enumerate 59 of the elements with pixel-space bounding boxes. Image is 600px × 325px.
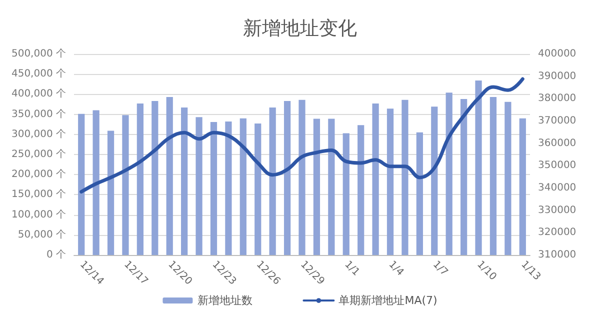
y-tick-label: 150,000 个 xyxy=(11,188,66,200)
bar xyxy=(181,107,188,255)
y2-tick-label: 380000 xyxy=(538,93,576,104)
bar xyxy=(475,80,482,255)
bar xyxy=(460,99,468,255)
bar xyxy=(358,125,364,255)
bar xyxy=(92,110,100,255)
y-tick-label: 400,000 个 xyxy=(11,88,66,100)
y-tick-label: 500,000 个 xyxy=(11,48,66,60)
y2-tick-label: 360000 xyxy=(538,138,576,149)
y-tick-label: 450,000 个 xyxy=(11,68,66,80)
bar xyxy=(402,100,408,255)
bar xyxy=(416,132,423,255)
bar xyxy=(254,124,262,255)
bar xyxy=(107,130,114,255)
x-tick-label: 1/7 xyxy=(430,259,450,278)
bar xyxy=(313,118,320,255)
bar xyxy=(446,92,452,255)
x-tick-label: 1/4 xyxy=(386,259,406,278)
y2-tick-label: 340000 xyxy=(538,182,576,194)
bar xyxy=(225,122,232,255)
y2-tick-label: 350000 xyxy=(538,160,576,172)
bar xyxy=(298,100,306,255)
bar xyxy=(431,106,438,255)
bar xyxy=(372,103,379,255)
bar xyxy=(342,133,350,255)
y-tick-label: 250,000 个 xyxy=(11,148,66,160)
legend-label: 新增地址数 xyxy=(198,294,253,307)
y-tick-label: 200,000 个 xyxy=(11,168,66,180)
y-tick-label: 350,000 个 xyxy=(11,108,66,120)
bar xyxy=(519,118,526,255)
bar xyxy=(240,118,246,255)
y-tick-label: 100,000 个 xyxy=(11,208,66,220)
y-tick-label: 50,000 个 xyxy=(18,228,66,240)
bar xyxy=(284,101,291,255)
bar xyxy=(136,103,144,255)
line-series xyxy=(80,77,524,194)
y2-tick-label: 400000 xyxy=(538,48,576,60)
bar xyxy=(122,115,129,255)
bar xyxy=(504,102,512,255)
bar xyxy=(196,117,202,255)
bar xyxy=(152,101,158,255)
y2-tick-label: 310000 xyxy=(538,250,576,260)
x-tick-label: 1/1 xyxy=(342,259,362,278)
y2-tick-label: 390000 xyxy=(538,70,576,82)
bar xyxy=(490,97,497,255)
y2-tick-label: 330000 xyxy=(538,204,576,216)
bar xyxy=(78,114,85,255)
bar xyxy=(269,107,276,255)
bar xyxy=(166,97,173,255)
y2-tick-label: 370000 xyxy=(538,116,576,126)
bar xyxy=(210,122,218,255)
chart-title: 新增地址变化 xyxy=(243,18,357,40)
legend-label: 单期新增地址MA(7) xyxy=(338,294,438,307)
bar xyxy=(328,118,335,255)
y2-tick-label: 320000 xyxy=(538,227,576,238)
bar xyxy=(386,108,394,255)
y-tick-label: 0 个 xyxy=(46,248,66,260)
y-tick-label: 300,000 个 xyxy=(11,128,66,140)
